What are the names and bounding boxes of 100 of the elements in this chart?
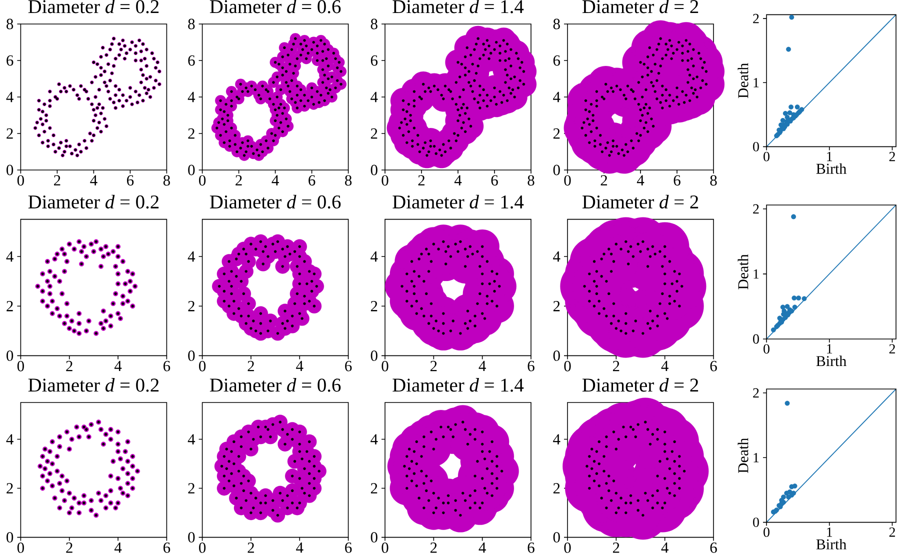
y-tick-label: 4 <box>370 92 378 102</box>
x-tick-label: 4 <box>636 175 644 186</box>
chart-title: Diameter d = 0.2 <box>28 194 159 209</box>
y-tick-label: 2 <box>6 128 13 139</box>
x-tick-label: 8 <box>163 175 170 186</box>
y-tick-label: 2 <box>553 300 560 312</box>
chart-title: Diameter d = 0.2 <box>28 378 159 392</box>
x-tick-label: 0 <box>564 360 571 372</box>
y-tick-label: 0 <box>753 334 759 344</box>
y-tick-label: 4 <box>6 434 14 444</box>
x-tick-label: 2 <box>66 542 72 553</box>
x-tick-label: 4 <box>478 542 486 553</box>
x-tick-label: 0 <box>199 542 206 553</box>
y-tick-label: 0 <box>553 164 560 176</box>
chart-title: Diameter d = 2 <box>582 0 698 14</box>
y-tick-label: 4 <box>6 251 14 262</box>
chart-title: Diameter d = 1.4 <box>392 0 524 14</box>
x-tick-label: 6 <box>710 360 717 372</box>
y-tick-label: 2 <box>6 300 13 312</box>
x-tick-label: 0 <box>382 542 388 553</box>
chart-title: Diameter d = 1.4 <box>392 194 524 209</box>
x-tick-label: 0 <box>764 152 770 162</box>
x-tick-label: 4 <box>454 175 462 186</box>
y-tick-label: 6 <box>188 55 195 66</box>
x-tick-label: 2 <box>248 542 254 553</box>
x-tick-label: 4 <box>114 360 122 372</box>
x-tick-label: 0 <box>564 542 571 553</box>
x-tick-label: 8 <box>710 175 717 186</box>
x-tick-label: 0 <box>17 542 24 553</box>
y-tick-label: 4 <box>188 434 196 444</box>
y-tick-label: 4 <box>553 92 560 102</box>
y-tick-label: 4 <box>553 251 560 262</box>
x-tick-label: 4 <box>296 542 304 553</box>
chart-title: Diameter d = 0.6 <box>210 194 341 209</box>
x-tick-label: 6 <box>491 175 498 186</box>
y-tick-label: 2 <box>370 128 378 139</box>
chart-title: Diameter d = 2 <box>582 194 698 209</box>
x-tick-label: 2 <box>430 542 437 553</box>
y-tick-label: 6 <box>553 55 560 66</box>
x-tick-label: 4 <box>296 360 304 372</box>
y-tick-label: 2 <box>6 483 13 494</box>
y-tick-label: 2 <box>553 483 560 494</box>
y-tick-label: 8 <box>553 18 560 30</box>
y-tick-label: 4 <box>188 251 196 262</box>
x-tick-label: 2 <box>66 360 72 372</box>
x-tick-label: 6 <box>674 175 680 186</box>
y-tick-label: 4 <box>553 434 560 444</box>
y-tick-label: 2 <box>188 300 194 312</box>
y-tick-label: 0 <box>370 164 378 176</box>
x-tick-label: 2 <box>889 344 895 354</box>
y-tick-label: 4 <box>370 434 378 444</box>
x-tick-label: 2 <box>612 360 620 372</box>
y-tick-label: 4 <box>6 92 14 102</box>
x-tick-label: 2 <box>889 152 895 162</box>
x-tick-label: 2 <box>612 542 620 553</box>
x-tick-label: 2 <box>236 175 242 186</box>
x-tick-label: 6 <box>710 542 717 553</box>
x-tick-label: 0 <box>564 175 571 186</box>
y-tick-label: 2 <box>188 128 194 139</box>
y-tick-label: 2 <box>753 204 759 214</box>
x-tick-label: 6 <box>308 175 316 186</box>
y-tick-label: 4 <box>370 251 378 262</box>
y-tick-label: 0 <box>753 518 759 528</box>
y-tick-label: 2 <box>753 14 759 24</box>
y-tick-label: 0 <box>753 142 759 152</box>
chart-title: Diameter d = 0.6 <box>210 378 341 392</box>
x-tick-label: 8 <box>345 175 352 186</box>
x-tick-label: 0 <box>382 175 388 186</box>
chart-title: Diameter d = 2 <box>582 378 698 392</box>
x-tick-label: 4 <box>661 542 668 553</box>
y-tick-label: 6 <box>6 55 14 66</box>
x-tick-label: 6 <box>528 542 534 553</box>
x-tick-label: 2 <box>418 175 424 186</box>
chart-title: Diameter d = 1.4 <box>392 378 524 392</box>
x-tick-label: 1 <box>827 344 832 354</box>
x-tick-label: 0 <box>17 175 24 186</box>
y-tick-label: 1 <box>754 78 759 88</box>
y-tick-label: 6 <box>370 55 378 66</box>
chart-title: Diameter d = 0.6 <box>210 0 341 14</box>
x-tick-label: 2 <box>248 360 254 372</box>
x-tick-label: 4 <box>478 360 486 372</box>
x-tick-label: 0 <box>199 360 206 372</box>
y-axis-title: Death <box>738 254 748 290</box>
x-tick-label: 4 <box>661 360 668 372</box>
y-tick-label: 2 <box>370 300 378 312</box>
y-tick-label: 2 <box>188 483 194 494</box>
x-tick-label: 4 <box>272 175 279 186</box>
y-tick-label: 1 <box>754 452 759 462</box>
y-tick-label: 8 <box>6 18 14 30</box>
x-tick-label: 0 <box>382 360 388 372</box>
x-tick-label: 8 <box>528 175 534 186</box>
y-tick-label: 2 <box>370 483 378 494</box>
x-tick-label: 4 <box>114 542 122 553</box>
x-tick-label: 6 <box>163 360 170 372</box>
y-tick-label: 8 <box>188 18 195 30</box>
y-tick-label: 1 <box>754 269 759 279</box>
x-tick-label: 6 <box>126 175 134 186</box>
x-tick-label: 1 <box>827 152 832 162</box>
y-axis-title: Death <box>738 63 748 98</box>
x-tick-label: 2 <box>430 360 437 372</box>
